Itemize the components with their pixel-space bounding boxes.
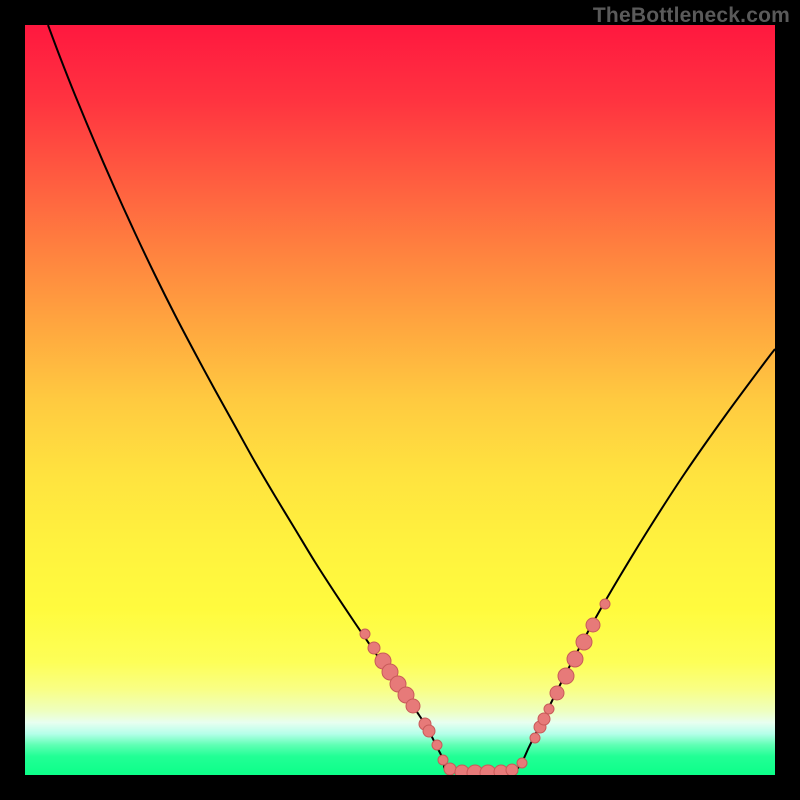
gradient-background — [25, 25, 775, 775]
data-marker — [600, 599, 610, 609]
data-marker — [406, 699, 420, 713]
data-marker — [444, 763, 456, 775]
data-marker — [544, 704, 554, 714]
chart-frame: TheBottleneck.com — [0, 0, 800, 800]
data-marker — [438, 755, 448, 765]
data-marker — [550, 686, 564, 700]
data-marker — [432, 740, 442, 750]
data-marker — [517, 758, 527, 768]
data-marker — [586, 618, 600, 632]
data-marker — [530, 733, 540, 743]
data-marker — [423, 725, 435, 737]
data-marker — [368, 642, 380, 654]
data-marker — [558, 668, 574, 684]
data-marker — [538, 713, 550, 725]
data-marker — [360, 629, 370, 639]
plot-area — [25, 25, 775, 775]
data-marker — [567, 651, 583, 667]
data-marker — [576, 634, 592, 650]
watermark-text: TheBottleneck.com — [593, 4, 790, 28]
chart-svg — [25, 25, 775, 775]
data-marker — [506, 764, 518, 775]
